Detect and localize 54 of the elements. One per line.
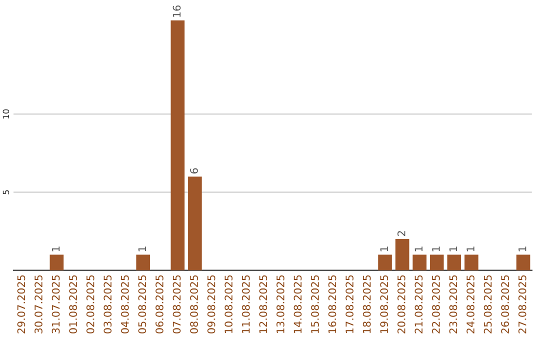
bar	[50, 254, 64, 270]
bar	[188, 176, 202, 270]
x-tick-label: 14.08.2025	[294, 275, 302, 333]
bar	[447, 254, 462, 270]
bar	[516, 254, 530, 270]
x-tick-label: 12.08.2025	[259, 275, 268, 333]
y-tick-label: 10	[2, 109, 10, 118]
bar	[170, 20, 185, 270]
x-tick-label: 30.07.2025	[34, 275, 42, 334]
data-label: 1	[414, 246, 422, 252]
x-tick-label: 29.07.2025	[17, 275, 26, 334]
x-tick-label: 26.08.2025	[501, 275, 509, 334]
data-label: 2	[397, 231, 406, 236]
bar	[395, 239, 410, 270]
x-tick-label: 20.08.2025	[397, 275, 406, 334]
x-tick-label: 25.08.2025	[484, 275, 492, 334]
x-tick-label: 04.08.2025	[120, 275, 129, 334]
data-label: 16	[172, 5, 181, 17]
x-tick-label: 17.08.2025	[346, 275, 354, 333]
bar	[378, 254, 392, 270]
data-label: 1	[52, 246, 60, 252]
x-tick-label: 22.08.2025	[432, 275, 440, 334]
x-tick-label: 05.08.2025	[138, 275, 146, 334]
bar	[412, 254, 426, 270]
x-tick-label: 06.08.2025	[156, 275, 164, 334]
x-tick-label: 16.08.2025	[328, 275, 336, 333]
x-tick-label: 11.08.2025	[242, 275, 250, 333]
data-label: 1	[138, 246, 146, 252]
x-tick-label: 07.08.2025	[172, 275, 181, 334]
x-tick-label: 08.08.2025	[190, 275, 198, 334]
x-tick-label: 23.08.2025	[449, 275, 458, 334]
bar	[464, 254, 478, 270]
x-tick-label: 24.08.2025	[466, 275, 474, 334]
x-tick-label: 02.08.2025	[86, 275, 94, 334]
bar	[136, 254, 150, 270]
data-label: 1	[449, 246, 458, 252]
data-label: 1	[432, 246, 440, 252]
x-tick-label: 19.08.2025	[380, 275, 388, 333]
x-tick-label: 09.08.2025	[207, 275, 216, 334]
data-label: 1	[466, 246, 474, 252]
data-label: 1	[518, 246, 526, 252]
x-tick-label: 31.07.2025	[52, 275, 60, 334]
x-tick-label: 27.08.2025	[518, 275, 526, 334]
x-tick-label: 03.08.2025	[104, 275, 112, 334]
x-tick-label: 10.08.2025	[224, 275, 233, 333]
x-tick-label: 18.08.2025	[362, 275, 371, 333]
data-label: 1	[380, 246, 388, 252]
x-tick-label: 15.08.2025	[311, 275, 319, 333]
x-tick-label: 21.08.2025	[414, 275, 423, 334]
bar	[430, 254, 444, 270]
data-label: 6	[190, 168, 198, 174]
x-tick-label: 13.08.2025	[276, 275, 284, 333]
x-tick-label: 01.08.2025	[69, 275, 77, 334]
y-tick-label: 5	[2, 190, 10, 194]
